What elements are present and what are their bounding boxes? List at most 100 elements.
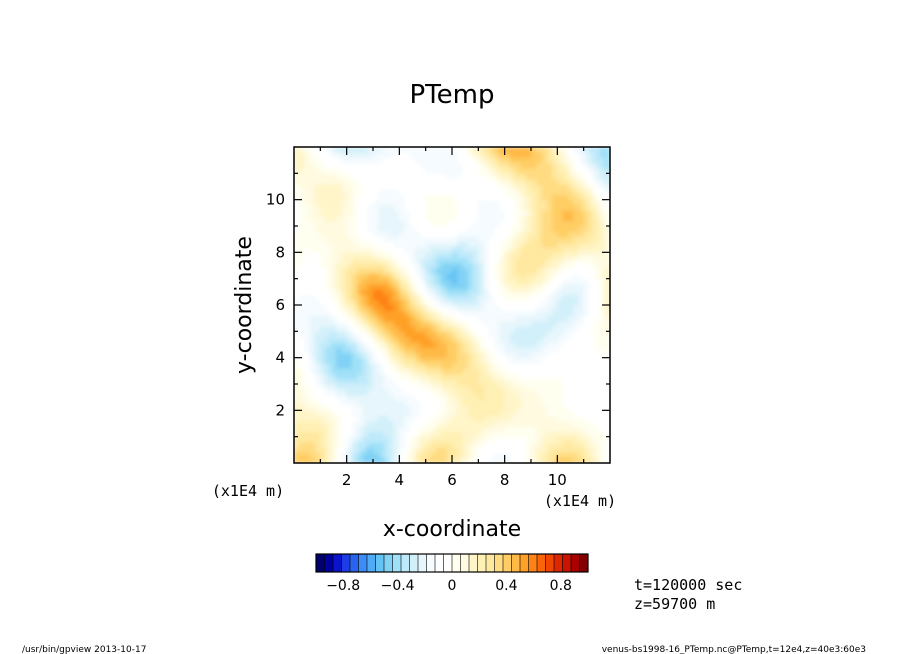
heatmap-cell <box>357 268 364 274</box>
heatmap-cell <box>515 147 522 153</box>
heatmap-cell <box>330 204 337 211</box>
heatmap-cell <box>436 189 443 195</box>
heatmap-cell <box>599 152 606 159</box>
heatmap-cell <box>309 441 316 448</box>
heatmap-cell <box>583 268 590 274</box>
heatmap-cell <box>383 320 390 327</box>
heatmap-cell <box>341 341 348 348</box>
heatmap-cell <box>504 231 511 238</box>
heatmap-cell <box>552 320 558 327</box>
heatmap-cell <box>388 268 395 274</box>
heatmap-cell <box>388 452 395 459</box>
heatmap-cell <box>325 326 332 332</box>
heatmap-cell <box>494 168 500 174</box>
heatmap-cell <box>420 336 427 343</box>
heatmap-cell <box>320 441 327 448</box>
heatmap-cell <box>404 305 411 311</box>
heatmap-cell <box>446 426 453 432</box>
heatmap-cell <box>336 283 342 290</box>
heatmap-cell <box>509 347 516 353</box>
heatmap-cell <box>457 289 464 296</box>
heatmap-cell <box>336 268 342 274</box>
heatmap-cell <box>604 247 610 253</box>
heatmap-cell <box>594 452 601 459</box>
heatmap-cell <box>473 210 479 217</box>
heatmap-cell <box>604 241 610 248</box>
heatmap-cell <box>552 299 558 306</box>
heatmap-cell <box>378 199 385 206</box>
heatmap-cell <box>541 331 548 338</box>
heatmap-cell <box>567 168 574 174</box>
heatmap-cell <box>515 247 522 253</box>
heatmap-cell <box>294 452 300 459</box>
heatmap-cell <box>330 168 337 174</box>
heatmap-cell <box>294 373 300 380</box>
heatmap-cell <box>357 341 364 348</box>
heatmap-cell <box>467 452 474 459</box>
heatmap-cell <box>436 273 443 280</box>
heatmap-cell <box>520 373 527 380</box>
heatmap-cell <box>325 378 332 385</box>
heatmap-cell <box>546 178 553 185</box>
y-tick-label: 6 <box>275 296 285 314</box>
heatmap-cell <box>415 405 421 411</box>
heatmap-cell <box>552 415 558 422</box>
heatmap-cell <box>588 457 595 463</box>
heatmap-cell <box>436 447 443 454</box>
heatmap-cell <box>420 447 427 454</box>
heatmap-cell <box>457 268 464 274</box>
heatmap-cell <box>409 236 416 243</box>
heatmap-cell <box>351 394 358 401</box>
heatmap-cell <box>446 389 453 396</box>
heatmap-cell <box>478 420 485 427</box>
heatmap-cell <box>515 378 522 385</box>
heatmap-cell <box>588 278 595 285</box>
colorbar-swatch <box>562 554 572 572</box>
heatmap-cell <box>388 326 395 332</box>
heatmap-cell <box>341 315 348 322</box>
heatmap-cell <box>467 420 474 427</box>
heatmap-cell <box>457 326 464 332</box>
heatmap-cell <box>604 420 610 427</box>
heatmap-cell <box>415 262 421 269</box>
heatmap-cell <box>478 247 485 253</box>
heatmap-cell <box>336 220 342 227</box>
heatmap-cell <box>304 336 311 343</box>
heatmap-cell <box>362 436 369 443</box>
heatmap-cell <box>578 347 585 353</box>
heatmap-cell <box>594 331 601 338</box>
heatmap-cell <box>599 204 606 211</box>
heatmap-cell <box>399 294 406 301</box>
heatmap-cell <box>452 257 458 264</box>
colorbar-tick-label: 0.4 <box>495 578 517 594</box>
heatmap-cell <box>520 399 527 406</box>
heatmap-cell <box>304 320 311 327</box>
heatmap-cell <box>520 378 527 385</box>
heatmap-cell <box>467 273 474 280</box>
heatmap-cell <box>594 299 601 306</box>
heatmap-cell <box>378 436 385 443</box>
heatmap-cell <box>515 315 522 322</box>
heatmap-cell <box>467 320 474 327</box>
heatmap-cell <box>462 426 469 432</box>
heatmap-cell <box>515 289 522 296</box>
heatmap-cell <box>299 431 306 438</box>
heatmap-cell <box>499 457 506 463</box>
heatmap-cell <box>578 320 585 327</box>
heatmap-cell <box>541 294 548 301</box>
heatmap-cell <box>294 178 300 185</box>
heatmap-cell <box>351 347 358 353</box>
heatmap-cell <box>394 378 400 385</box>
heatmap-cell <box>467 436 474 443</box>
heatmap-cell <box>336 452 342 459</box>
heatmap-cell <box>378 305 385 311</box>
heatmap-cell <box>394 362 400 369</box>
heatmap-cell <box>336 347 342 353</box>
colorbar-swatch <box>375 554 385 572</box>
heatmap-cell <box>515 152 522 159</box>
heatmap-cell <box>309 241 316 248</box>
heatmap-cell <box>457 420 464 427</box>
heatmap-cell <box>446 178 453 185</box>
heatmap-cell <box>599 447 606 454</box>
heatmap-cell <box>515 410 522 417</box>
